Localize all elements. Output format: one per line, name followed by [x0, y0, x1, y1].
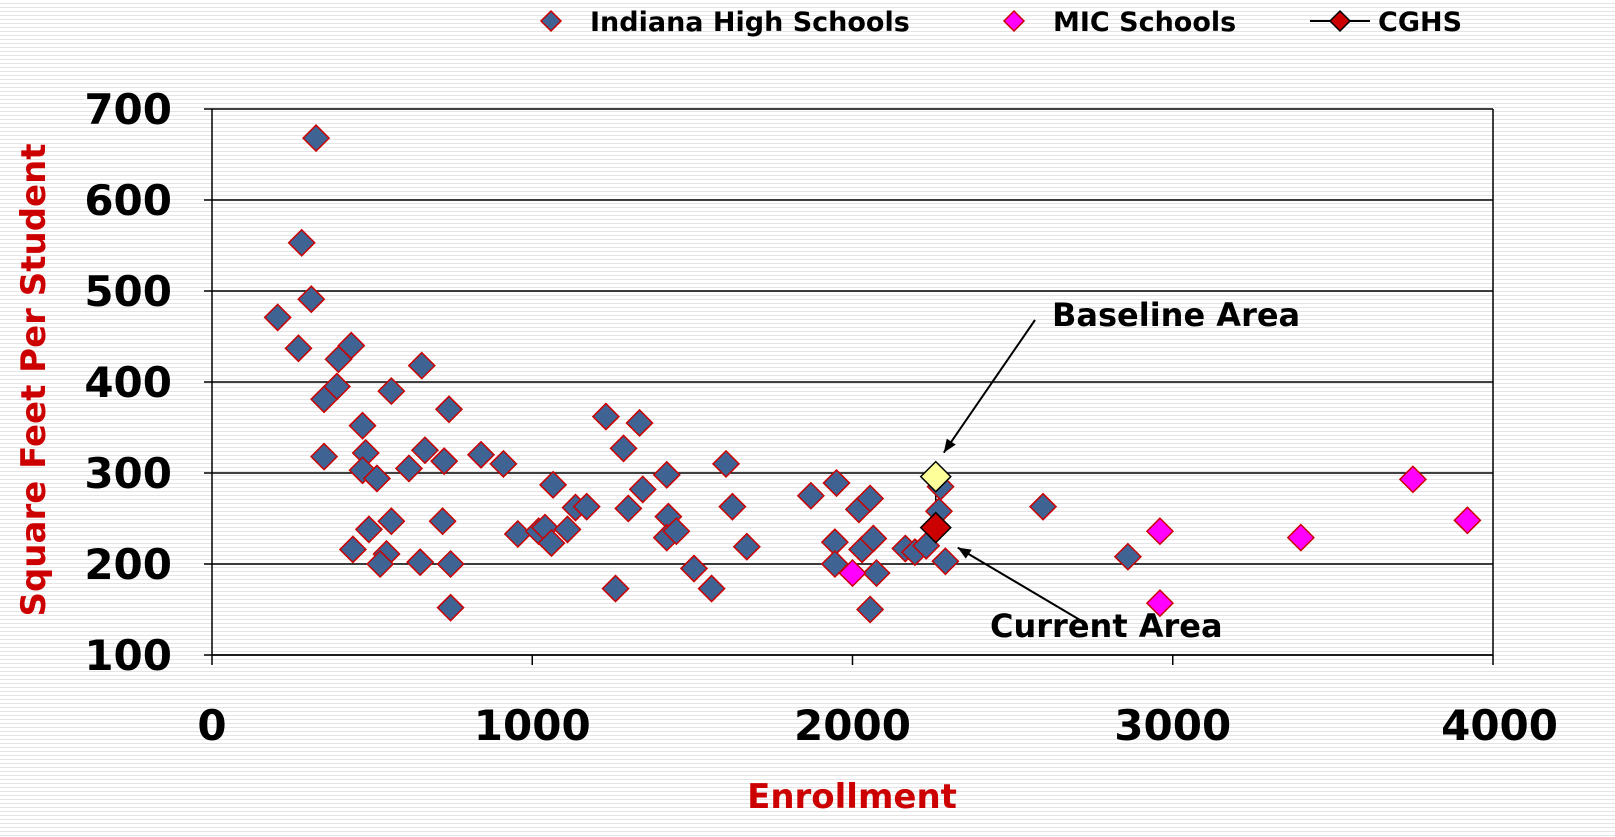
data-point	[377, 377, 406, 406]
data-point	[310, 385, 339, 414]
data-point	[652, 460, 681, 489]
data-point	[796, 481, 825, 510]
data-point	[430, 447, 459, 476]
data-point	[394, 454, 424, 483]
data-point	[919, 511, 952, 544]
x-tick-labels: 0 1000 2000 3000 4000	[197, 701, 1558, 750]
data-point	[310, 442, 339, 471]
data-point	[428, 507, 457, 536]
data-point	[287, 228, 316, 257]
data-point	[1286, 523, 1315, 552]
data-point	[931, 547, 960, 576]
data-point	[537, 529, 566, 558]
y-tick-label: 500	[84, 267, 172, 316]
data-point	[302, 124, 331, 153]
legend-item: MIC Schools	[1002, 7, 1236, 38]
data-point	[377, 507, 406, 536]
data-point	[434, 395, 464, 424]
data-point	[856, 595, 885, 624]
data-point	[697, 574, 726, 603]
data-point	[324, 345, 353, 374]
data-point	[662, 517, 691, 546]
baseline-arrow	[942, 319, 1036, 454]
data-point	[732, 532, 761, 561]
axes	[204, 108, 1494, 665]
y-tick-label: 400	[84, 358, 172, 407]
x-tick-label: 2000	[794, 701, 911, 750]
y-tick-label: 700	[84, 85, 172, 134]
data-point	[1145, 517, 1175, 546]
data-point	[436, 549, 465, 579]
data-point	[679, 554, 709, 583]
data-points	[263, 124, 1482, 624]
annotations: Baseline Area Current Area	[942, 296, 1300, 645]
legend-label: MIC Schools	[1053, 7, 1236, 38]
x-tick-label: 1000	[474, 701, 591, 750]
data-point	[1145, 589, 1175, 618]
x-axis-title: Enrollment	[747, 777, 957, 817]
data-point	[407, 351, 436, 380]
legend-item: Indiana High Schools	[539, 7, 910, 38]
data-point	[856, 484, 885, 513]
data-point	[354, 515, 383, 544]
data-point	[553, 515, 582, 544]
data-point	[822, 468, 851, 498]
data-point	[711, 449, 741, 478]
data-point	[601, 574, 630, 603]
legend-marker	[1328, 9, 1352, 33]
annotation-current: Current Area	[990, 607, 1223, 645]
data-point	[1398, 465, 1427, 494]
data-point	[625, 408, 654, 438]
data-point	[284, 334, 313, 363]
data-point	[410, 436, 440, 465]
data-point	[919, 460, 952, 493]
legend-label: CGHS	[1378, 7, 1462, 38]
y-axis-title: Square Feet Per Student	[14, 143, 54, 616]
data-point	[862, 559, 891, 588]
y-tick-labels: 100 200 300 400 500 600 700	[84, 85, 172, 680]
data-point	[436, 593, 465, 622]
y-tick-label: 600	[84, 176, 172, 225]
data-point	[539, 470, 568, 499]
x-tick-label: 0	[197, 701, 226, 750]
data-point	[1028, 492, 1058, 521]
data-point	[838, 559, 867, 588]
legend-marker	[539, 9, 563, 33]
data-point	[1113, 542, 1142, 571]
y-tick-label: 100	[84, 631, 172, 680]
baseline-arrowhead	[943, 438, 956, 453]
x-tick-label: 3000	[1114, 701, 1231, 750]
x-tick-label: 4000	[1441, 701, 1558, 750]
data-point	[609, 434, 638, 463]
data-point	[1453, 506, 1482, 535]
y-tick-label: 300	[84, 449, 172, 498]
data-point	[362, 464, 391, 493]
legend-item: CGHS	[1310, 7, 1462, 38]
legend-marker	[1002, 9, 1026, 33]
data-point	[859, 524, 888, 553]
annotation-baseline: Baseline Area	[1052, 296, 1300, 334]
data-point	[338, 535, 367, 564]
data-point	[263, 303, 292, 332]
data-point	[406, 548, 435, 577]
data-point	[366, 549, 395, 579]
legend: Indiana High Schools MIC Schools CGHS	[539, 7, 1462, 38]
data-point	[572, 492, 601, 521]
data-point	[628, 475, 657, 504]
data-point	[348, 411, 377, 440]
current-arrow	[957, 546, 1081, 621]
data-point	[591, 402, 620, 431]
data-point	[489, 449, 518, 478]
data-point	[614, 494, 643, 523]
current-arrowhead	[957, 547, 972, 559]
legend-label: Indiana High Schools	[590, 7, 910, 38]
y-tick-label: 200	[84, 540, 172, 589]
data-point	[297, 285, 326, 314]
data-point	[718, 492, 747, 521]
data-point	[466, 440, 496, 469]
